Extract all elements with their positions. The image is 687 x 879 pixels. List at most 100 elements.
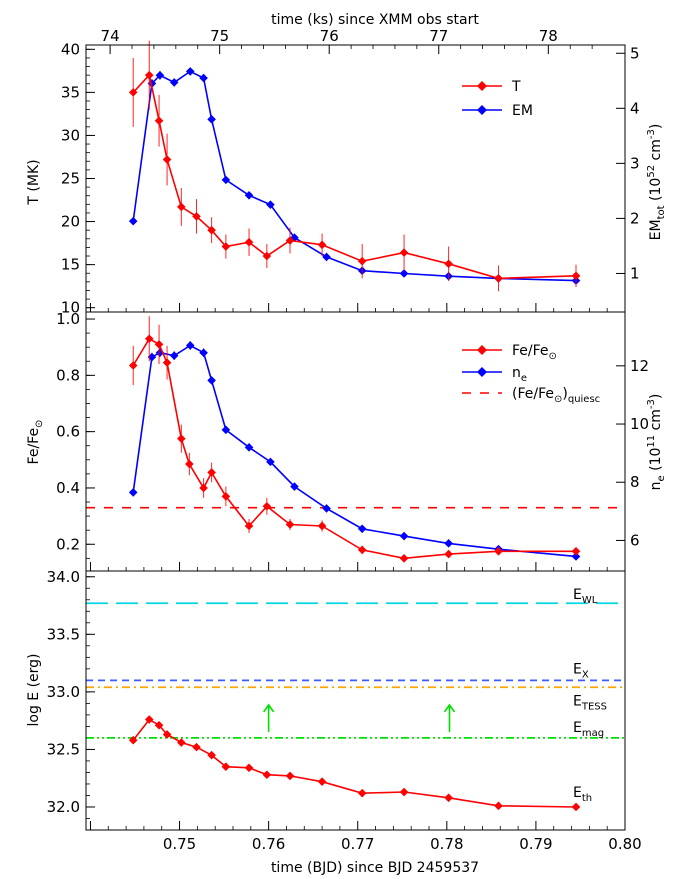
bottom-axis-title: time (BJD) since BJD 2459537 (271, 860, 479, 876)
panel2-y-tick-label: 0.8 (56, 366, 80, 384)
abundance-series-point (357, 545, 367, 555)
em-series-line (132, 70, 577, 282)
legend-EM: EM (512, 103, 533, 119)
top-x-tick-label: 74 (101, 27, 120, 45)
lower-limit-arrow-head (262, 703, 275, 713)
em-series-point (128, 216, 138, 226)
reference-label-tess: ETESS (573, 693, 607, 712)
panel1-y-tick-label: 25 (61, 170, 80, 188)
abundance-series-point (262, 501, 272, 511)
temperature-series-point (154, 116, 164, 126)
bottom-x-tick-label: 0.79 (519, 835, 552, 853)
panel1-y2-tick-label: 2 (630, 209, 640, 227)
reference-label-wl: EWL (573, 587, 598, 606)
abundance-series-point (244, 521, 254, 531)
thermal-energy-series-point (399, 787, 409, 797)
density-series-point (147, 352, 157, 362)
density-series-point (185, 341, 195, 350)
legend-ne: ne (512, 365, 527, 384)
abundance-series-point (571, 546, 581, 556)
panel2-y2-tick-label: 8 (630, 473, 640, 491)
panel1-y2-tick-label: 1 (630, 264, 640, 282)
thermal-energy-series-line (132, 718, 577, 808)
temperature-series-point (221, 242, 231, 251)
density-series-point (322, 504, 331, 513)
panel1-y2-tick-label: 3 (630, 154, 640, 172)
abundance-series-point (494, 546, 503, 556)
reference-label-mag: Emag (573, 720, 604, 739)
panel1-y2-axis-title: EMtot (1052 cm-3) (646, 124, 667, 241)
panel3-y-tick-label: 33.0 (47, 683, 80, 701)
density-series-line (132, 344, 577, 558)
abundance-series-point (207, 468, 216, 477)
thermal-energy-series-point (571, 802, 581, 812)
thermal-energy-series-point (128, 735, 138, 745)
thermal-energy-series-point (162, 730, 172, 739)
density-series-point (128, 488, 138, 497)
em-series-point (207, 115, 216, 124)
panel2-y-axis-title: Fe/Fe⊙ (26, 420, 45, 465)
panel2-y-tick-label: 0.2 (56, 535, 80, 553)
panel2-legend: Fe/Fe⊙ ne (Fe/Fe⊙)quiesc (462, 343, 600, 405)
legend-fe-fe-sun: Fe/Fe⊙ (512, 343, 557, 362)
thermal-energy-series-point (177, 738, 186, 747)
panel2-y-tick-label: 1.0 (56, 310, 80, 328)
abundance-series-point (285, 520, 295, 529)
temperature-series-line (132, 73, 577, 280)
thermal-energy-series-point (494, 801, 503, 811)
density-series-point (207, 376, 216, 385)
panel1-y-tick-label: 20 (61, 213, 80, 231)
density-series-point (199, 348, 208, 358)
abundance-series-point (128, 361, 138, 370)
thermal-energy-series-point (262, 770, 272, 780)
panel1-y2-tick-label: 4 (630, 99, 640, 117)
panel2-y2-axis-title: ne (1011 cm-3) (646, 394, 667, 491)
reference-label-x: EX (573, 661, 589, 680)
temperature-series-point (571, 271, 581, 281)
panel1-legend: T EM (462, 79, 533, 119)
panel1-y-axis-title: T (MK) (26, 159, 42, 205)
em-series-point (322, 252, 331, 262)
panel3-frame (85, 570, 626, 831)
density-series-point (444, 539, 453, 548)
temperature-series-point (444, 259, 453, 269)
density-series-point (357, 524, 367, 534)
bottom-x-tick-label: 0.77 (341, 835, 374, 853)
panel1-y-tick-label: 35 (61, 83, 80, 101)
top-x-tick-label: 78 (539, 27, 558, 45)
thermal-energy-series-point (444, 793, 453, 803)
panel3-y-tick-label: 32.5 (47, 740, 80, 758)
em-series-point (147, 79, 157, 88)
em-series-point (169, 78, 179, 87)
temperature-series-point (317, 240, 327, 250)
temperature-series-point (207, 225, 216, 235)
legend-fe-quiesc: (Fe/Fe⊙)quiesc (512, 386, 600, 405)
temperature-series-point (399, 248, 409, 257)
temperature-series-point (177, 202, 186, 212)
bottom-x-tick-label: 0.78 (430, 835, 463, 853)
abundance-series-point (221, 492, 231, 501)
panel1-y-tick-label: 10 (61, 299, 80, 317)
density-series-point (571, 552, 581, 561)
em-series-point (185, 67, 195, 76)
thermal-energy-series-point (192, 742, 201, 752)
thermal-energy-series-point (317, 777, 327, 786)
legend-T: T (511, 79, 521, 95)
abundance-series-point (185, 459, 194, 469)
panel3-y-tick-label: 34.0 (47, 568, 80, 586)
abundance-series-point (199, 483, 208, 493)
thermal-energy-series-point (244, 763, 254, 773)
abundance-series-point (317, 521, 327, 531)
temperature-series-point (262, 251, 272, 261)
density-series-point (221, 425, 231, 435)
temperature-series-point (357, 256, 367, 266)
thermal-energy-series-point (144, 715, 154, 724)
panel2-y2-tick-label: 6 (630, 531, 640, 549)
panel2-y-tick-label: 0.4 (56, 479, 80, 497)
density-series-point (244, 443, 254, 452)
panel1-y2-tick-label: 5 (630, 44, 640, 62)
panel1-y-tick-label: 40 (61, 40, 80, 58)
temperature-series-point (285, 236, 295, 245)
panel2-y2-tick-label: 10 (630, 415, 649, 433)
